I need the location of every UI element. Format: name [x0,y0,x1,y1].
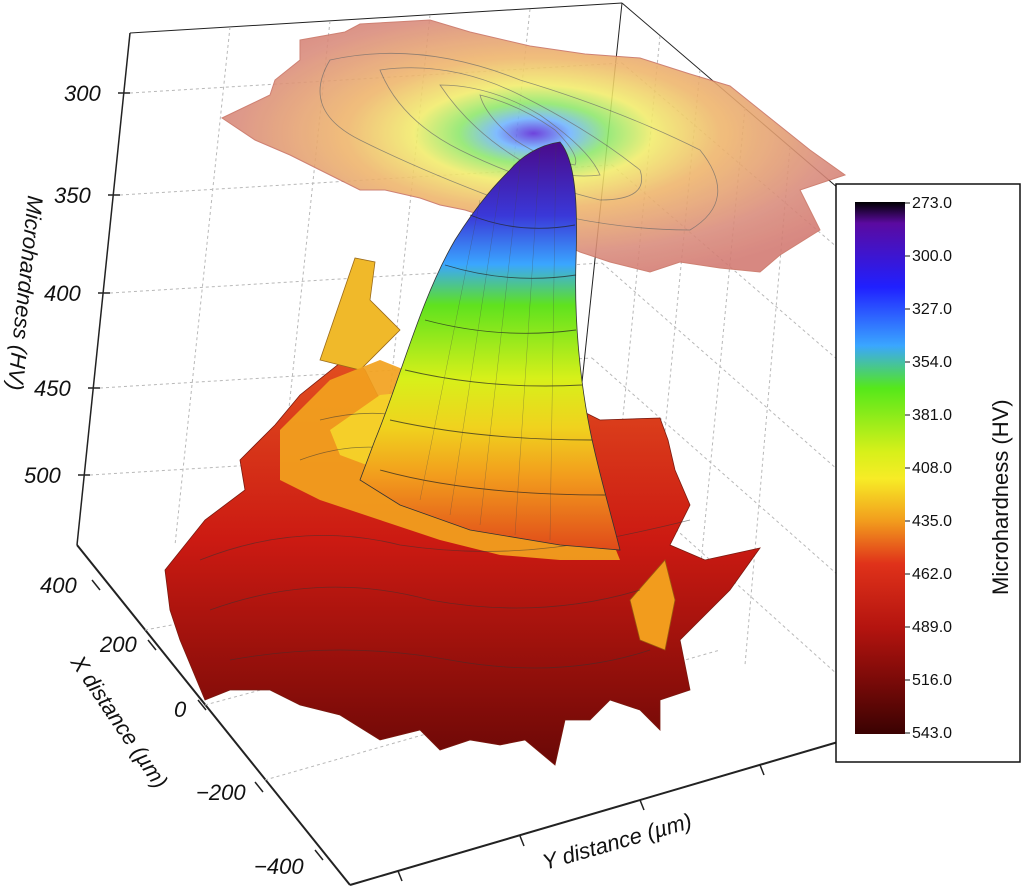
colorbar-tick-label: 435.0 [912,513,952,530]
colorbar-tick-label: 300.0 [912,248,952,265]
surface-base-contours [199,412,691,669]
z-tick-label: 500 [24,463,61,488]
colorbar-ticks: 273.0 300.0 327.0 354.0 381.0 408.0 435.0 462.0… [905,195,952,742]
peak-cone [359,141,621,551]
x-tick-label: −200 [196,780,246,805]
colorbar-tick-label: 462.0 [912,566,952,583]
surface-peak [359,141,621,551]
colorbar-tick-label: 408.0 [912,460,952,477]
box-edge-y-axis [349,741,839,886]
colorbar-tick-label: 381.0 [912,407,952,424]
y-axis-title: Y distance (µm) [539,808,694,875]
z-axis: 300 350 400 450 500 Microhardness (HV) [3,81,130,488]
colorbar-title: Microhardness (HV) [988,399,1013,595]
x-tick-label: 0 [174,697,187,722]
colorbar-tick-label: 489.0 [912,619,952,636]
colorbar-tick-label: 516.0 [912,672,952,689]
surface-spike-left [319,257,401,371]
z-tick-label: 450 [34,376,71,401]
contour-plane-fill [220,19,847,273]
z-tick-label: 350 [54,183,91,208]
z-tick-label: 400 [44,281,81,306]
surface-spike-right [629,559,676,651]
x-tick-label: 400 [40,573,77,598]
x-tick-label: 200 [99,632,137,657]
x-tick-label: −400 [254,854,304,879]
y-axis: Y distance (µm) [397,764,765,882]
colorbar-tick-label: 327.0 [912,301,952,318]
colorbar-tick-label: 543.0 [912,725,952,742]
colorbar-legend: 273.0 300.0 327.0 354.0 381.0 408.0 435.0 462.0… [835,183,1021,763]
box-edge-left [76,32,131,546]
box-edge-top [129,2,623,34]
colorbar-tick-label: 273.0 [912,195,952,212]
contour-lines [319,52,719,231]
peak-mesh [419,144,557,541]
z-tick-label: 300 [64,81,101,106]
x-axis-title: X distance (µm) [65,650,173,793]
projected-contour-plane [220,19,847,273]
z-axis-title: Microhardness (HV) [3,194,48,391]
colorbar-gradient [855,202,905,734]
colorbar-tick-label: 354.0 [912,354,952,371]
peak-contours [379,214,606,496]
box-edge-x-axis [76,544,351,886]
